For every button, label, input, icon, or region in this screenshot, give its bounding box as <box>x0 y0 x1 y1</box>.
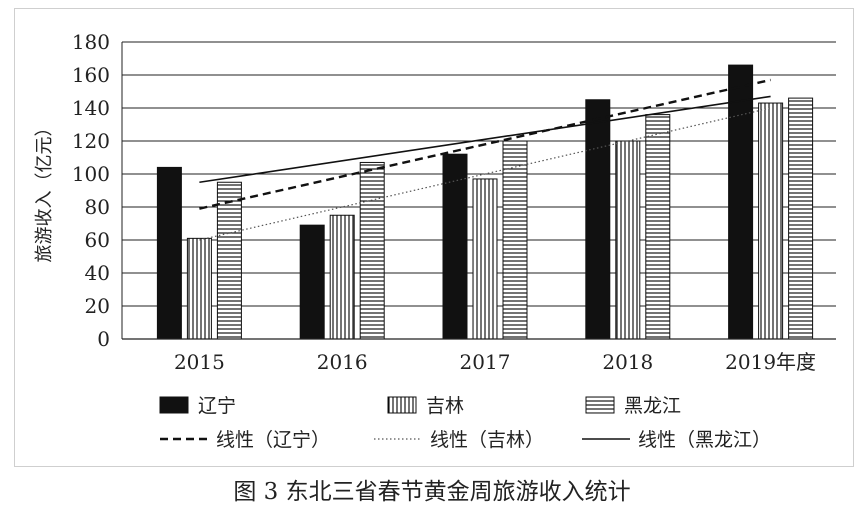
y-tick-label: 20 <box>85 294 110 318</box>
y-tick-label: 0 <box>97 327 110 351</box>
legend-trend-label: 线性（辽宁） <box>216 429 330 451</box>
bar-辽宁 <box>585 99 611 340</box>
y-tick-label: 120 <box>72 129 110 153</box>
y-tick-label: 160 <box>72 63 110 87</box>
x-tick-label: 2017 <box>460 350 511 374</box>
legend-swatch <box>159 396 189 414</box>
y-tick-label: 60 <box>85 228 110 252</box>
trendline-dashed <box>199 78 771 210</box>
legend-label: 吉林 <box>426 395 464 417</box>
bar-黑龙江 <box>359 161 385 340</box>
bar-黑龙江 <box>788 97 814 340</box>
bar-辽宁 <box>442 153 468 340</box>
legend-label: 黑龙江 <box>624 395 681 417</box>
bar-吉林 <box>615 140 641 340</box>
x-tick-label: 2019年度 <box>725 350 816 374</box>
y-tick-label: 180 <box>72 30 110 54</box>
bar-辽宁 <box>156 166 182 340</box>
x-tick-label: 2018 <box>602 350 653 374</box>
bar-吉林 <box>472 178 498 340</box>
legend-swatch <box>585 396 615 414</box>
legend-trend-label: 线性（黑龙江） <box>638 429 771 451</box>
figure-caption: 图 3 东北三省春节黄金周旅游收入统计 <box>233 479 631 505</box>
legend-swatch <box>387 396 417 414</box>
bar-黑龙江 <box>645 114 671 340</box>
trendline-dotted <box>199 107 771 241</box>
bar-chart: 0 20 40 60 80 100 120 140 160 180 旅游收入（亿元） 2015 2016… <box>34 30 836 451</box>
bar-黑龙江 <box>216 181 242 340</box>
bar-辽宁 <box>728 64 754 340</box>
y-axis-label: 旅游收入（亿元） <box>34 119 55 263</box>
bar-辽宁 <box>299 224 325 340</box>
trendline-solid <box>199 95 771 184</box>
legend-trend-label: 线性（吉林） <box>430 429 544 451</box>
bar-黑龙江 <box>502 140 528 340</box>
chart-frame <box>14 8 854 467</box>
bar-吉林 <box>186 237 212 340</box>
y-tick-label: 100 <box>72 162 110 186</box>
x-tick-label: 2016 <box>317 350 368 374</box>
bar-吉林 <box>329 214 355 340</box>
y-tick-label: 80 <box>85 195 110 219</box>
bar-吉林 <box>758 102 784 340</box>
y-tick-label: 40 <box>85 261 110 285</box>
x-tick-label: 2015 <box>174 350 225 374</box>
legend-label: 辽宁 <box>198 395 236 417</box>
y-tick-label: 140 <box>72 96 110 120</box>
